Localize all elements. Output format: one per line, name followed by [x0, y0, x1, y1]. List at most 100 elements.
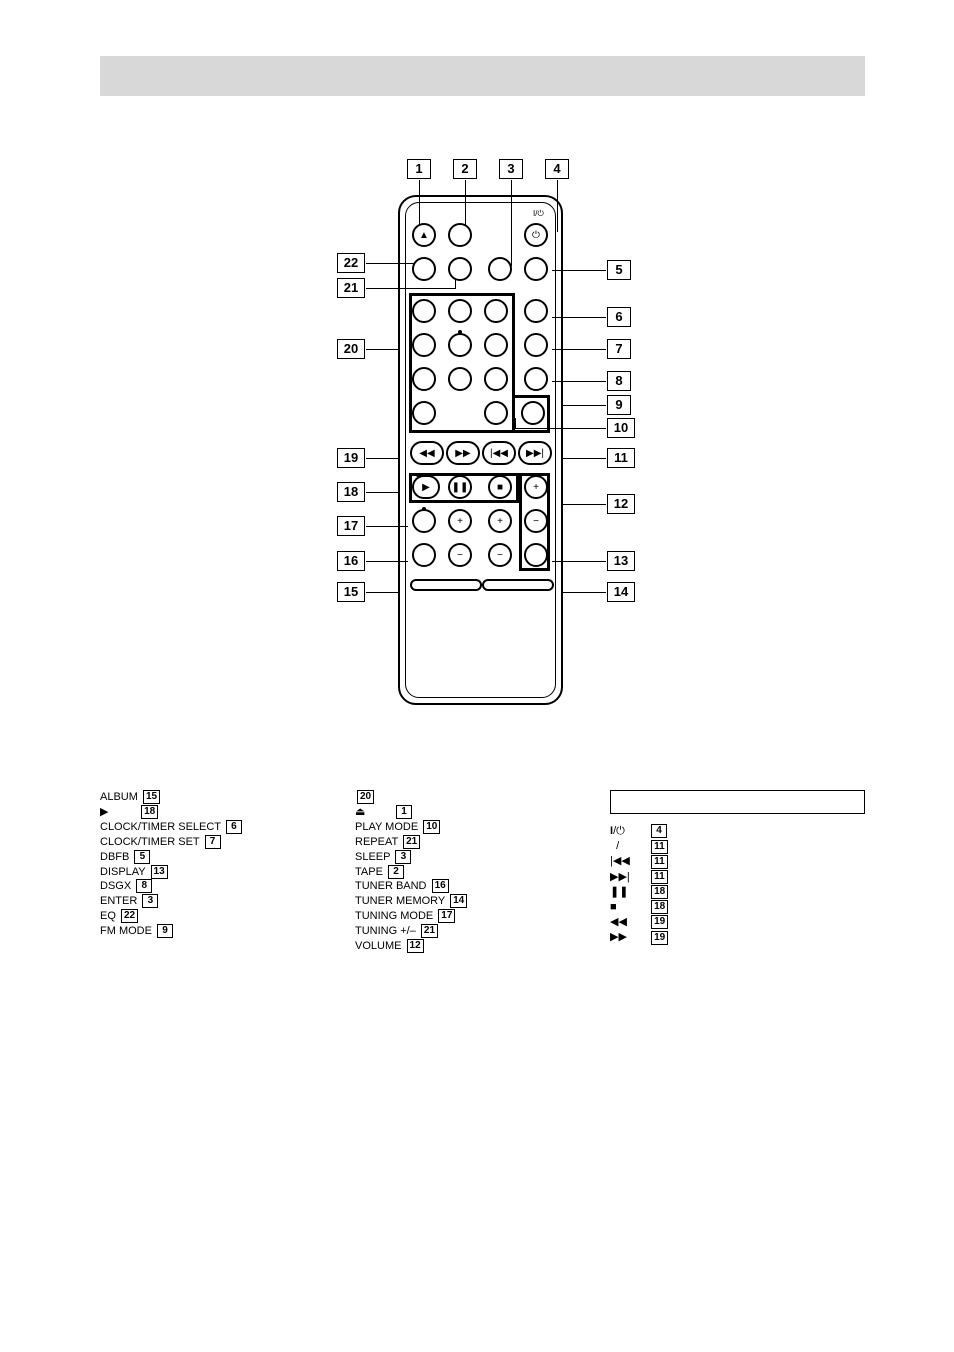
refbox: 13 [151, 865, 168, 879]
prev-icon: |◀◀ [610, 854, 646, 869]
tactile-dot [458, 330, 462, 334]
refbox: 19 [651, 915, 668, 929]
remote-diagram: I/⏻ ▲ ⏻ ◀◀ [398, 195, 563, 705]
leader-line [562, 504, 606, 505]
left-column: ALBUM 15 ▶ 18 CLOCK/TIMER SELECT 6 CLOCK… [100, 790, 355, 954]
refbox: 1 [396, 805, 412, 819]
button [488, 257, 512, 281]
vol-down-button: − [524, 509, 548, 533]
list-label: FM MODE [100, 925, 152, 937]
list-label: VOLUME [355, 940, 401, 952]
stop-button: ■ [488, 475, 512, 499]
list-label: DISPLAY [100, 866, 145, 878]
refbox: 11 [651, 840, 668, 854]
callout-6: 6 [607, 307, 631, 327]
num-button [412, 333, 436, 357]
rewind-button: ◀◀ [410, 441, 444, 465]
num-button [484, 333, 508, 357]
leader-line [562, 592, 606, 593]
vol-up-button: + [524, 475, 548, 499]
button [412, 509, 436, 533]
plus-button: + [448, 509, 472, 533]
refbox: 6 [226, 820, 242, 834]
refbox: 12 [407, 939, 424, 953]
callout-9: 9 [607, 395, 631, 415]
ff-icon: ▶▶ [610, 930, 646, 945]
callout-11: 11 [607, 448, 635, 468]
refbox: 19 [651, 931, 668, 945]
column-frame-header [610, 790, 865, 814]
eject-button: ▲ [412, 223, 436, 247]
list-label: EQ [100, 910, 116, 922]
minus-button: − [448, 543, 472, 567]
leader-line [366, 592, 398, 593]
callout-18: 18 [337, 482, 365, 502]
ff-button: ▶▶ [446, 441, 480, 465]
refbox: 11 [651, 855, 668, 869]
leader-line [366, 492, 398, 493]
tactile-dot [416, 473, 420, 477]
right-column: I/⏻ 4 / 11 |◀◀ 11 ▶▶| 11 ❚❚ 18 ■ 18 ◀◀ 1… [610, 790, 865, 954]
button [524, 543, 548, 567]
refbox: 9 [157, 924, 173, 938]
refbox: 7 [205, 835, 221, 849]
list-label: SLEEP [355, 851, 390, 863]
refbox: 15 [143, 790, 160, 804]
pause-icon: ❚❚ [610, 885, 646, 900]
refbox: 16 [432, 879, 449, 893]
minus-button: − [488, 543, 512, 567]
num-button [412, 401, 436, 425]
next-icon: ▶▶| [610, 870, 646, 885]
refbox: 3 [142, 894, 158, 908]
list-label: ALBUM [100, 791, 138, 803]
leader-line [562, 405, 606, 406]
callout-1: 1 [407, 159, 431, 179]
callout-17: 17 [337, 516, 365, 536]
callout-16: 16 [337, 551, 365, 571]
refbox: 10 [423, 820, 440, 834]
callout-20: 20 [337, 339, 365, 359]
list-label: PLAY MODE [355, 821, 418, 833]
refbox: 3 [395, 850, 411, 864]
list-label: CLOCK/TIMER SELECT [100, 821, 221, 833]
middle-column: 20 ⏏ 1 PLAY MODE 10 REPEAT 21 SLEEP 3 TA… [355, 790, 610, 954]
callout-5: 5 [607, 260, 631, 280]
stop-icon: ■ [610, 900, 646, 915]
list-label: TUNING MODE [355, 910, 433, 922]
num-button [484, 367, 508, 391]
refbox: 4 [651, 824, 667, 838]
callout-12: 12 [607, 494, 635, 514]
tune-icon: / [610, 839, 646, 854]
prev-button: |◀◀ [482, 441, 516, 465]
num-button [412, 299, 436, 323]
button [448, 257, 472, 281]
button [412, 543, 436, 567]
refbox: 2 [388, 865, 404, 879]
refbox: 14 [450, 894, 467, 908]
button [524, 257, 548, 281]
callout-3: 3 [499, 159, 523, 179]
callout-19: 19 [337, 448, 365, 468]
list-label: ENTER [100, 895, 137, 907]
num-button [448, 333, 472, 357]
button [524, 367, 548, 391]
num-button [484, 299, 508, 323]
rewind-icon: ◀◀ [610, 915, 646, 930]
callout-22: 22 [337, 253, 365, 273]
callout-21: 21 [337, 278, 365, 298]
button [524, 299, 548, 323]
callout-4: 4 [545, 159, 569, 179]
num-button [448, 367, 472, 391]
refbox: 22 [121, 909, 138, 923]
list-label: DBFB [100, 851, 129, 863]
tactile-dot [422, 507, 426, 511]
callout-2: 2 [453, 159, 477, 179]
leader-line [562, 458, 606, 459]
num-button [484, 401, 508, 425]
button [448, 223, 472, 247]
refbox: 18 [141, 805, 158, 819]
plus-button: + [488, 509, 512, 533]
bar-button [410, 579, 482, 591]
refbox: 18 [651, 885, 668, 899]
callout-14: 14 [607, 582, 635, 602]
